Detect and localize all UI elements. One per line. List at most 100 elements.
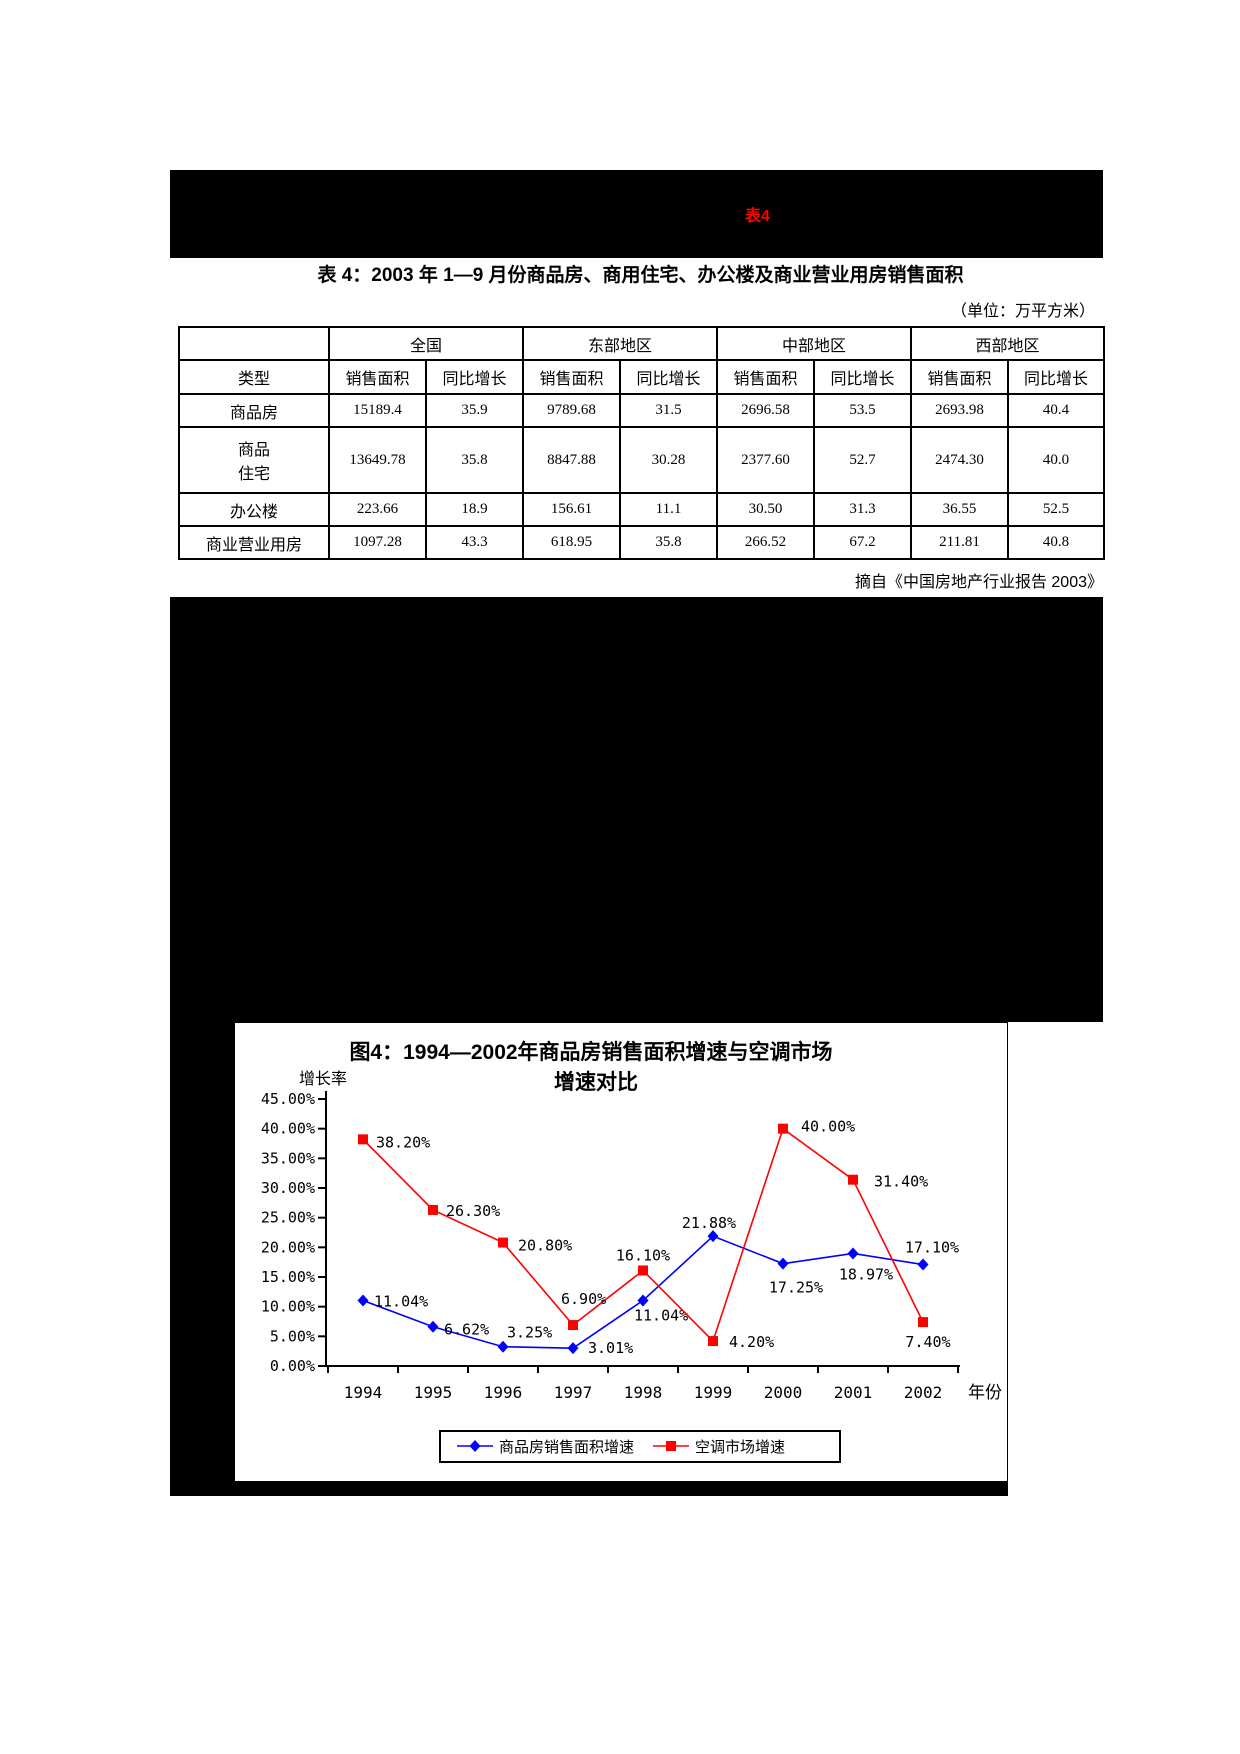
data-label: 20.80% [518, 1237, 572, 1255]
metric-header: 销售面积 [716, 359, 815, 395]
diamond-marker [427, 1320, 439, 1333]
unit-note: （单位：万平方米） [950, 303, 1095, 320]
table-cell: 618.95 [522, 525, 621, 560]
x-tick-label: 1997 [554, 1383, 593, 1402]
table-cell: 2474.30 [910, 426, 1009, 494]
legend-diamond-marker [469, 1440, 481, 1452]
table-cell: 40.8 [1007, 525, 1105, 560]
data-label: 18.97% [839, 1265, 893, 1283]
row-type-cell: 办公楼 [178, 492, 330, 527]
data-label: 17.10% [905, 1239, 959, 1257]
x-tick-label: 1999 [694, 1383, 733, 1402]
diamond-marker [917, 1258, 929, 1271]
data-label: 6.62% [444, 1321, 489, 1339]
region-header-central: 中部地区 [716, 326, 912, 361]
square-marker [638, 1265, 648, 1276]
data-label: 21.88% [682, 1214, 736, 1232]
metric-header: 同比增长 [425, 359, 524, 395]
diamond-marker [707, 1230, 719, 1243]
data-label: 7.40% [905, 1333, 950, 1351]
table-cell: 2693.98 [910, 393, 1009, 428]
table-cell: 35.8 [425, 426, 524, 494]
y-tick-label: 45.00% [261, 1090, 315, 1108]
data-label: 31.40% [874, 1173, 928, 1191]
square-marker [568, 1320, 578, 1331]
table-cell: 40.4 [1007, 393, 1105, 428]
table-cell: 15189.4 [328, 393, 427, 428]
figure4-chart: 图4：1994—2002年商品房销售面积增速与空调市场增速对比 增长率 45.00%… [234, 1022, 1008, 1482]
x-tick-label: 1995 [414, 1383, 453, 1402]
chart-title-line1: 图4：1994—2002年商品房销售面积增速与空调市场 [349, 1040, 832, 1064]
square-marker [498, 1237, 508, 1248]
table-cell: 53.5 [813, 393, 912, 428]
y-tick-label: 20.00% [261, 1238, 315, 1256]
table-cell: 35.9 [425, 393, 524, 428]
table-cell: 31.3 [813, 492, 912, 527]
row-type-cell: 商品 住宅 [178, 426, 330, 494]
square-marker [358, 1134, 368, 1145]
table-cell: 13649.78 [328, 426, 427, 494]
corner-cell [178, 326, 330, 361]
table-cell: 31.5 [619, 393, 718, 428]
data-label: 3.25% [507, 1324, 552, 1342]
data-label: 17.25% [769, 1279, 823, 1297]
row-type-cell: 商品房 [178, 393, 330, 428]
y-tick-label: 40.00% [261, 1120, 315, 1138]
square-marker [778, 1123, 788, 1134]
region-header-national: 全国 [328, 326, 524, 361]
metric-header: 销售面积 [910, 359, 1009, 395]
chart-title-line2: 增速对比 [554, 1070, 638, 1094]
banner-table-ref-label: 表4 [745, 208, 770, 225]
y-tick-label: 15.00% [261, 1268, 315, 1286]
diamond-marker [497, 1340, 509, 1353]
data-label: 11.04% [374, 1292, 428, 1310]
table-cell: 18.9 [425, 492, 524, 527]
table-cell: 67.2 [813, 525, 912, 560]
x-tick-label: 1996 [484, 1383, 523, 1402]
data-label: 11.04% [634, 1306, 688, 1324]
table-cell: 9789.68 [522, 393, 621, 428]
square-marker [428, 1204, 438, 1215]
x-tick-label: 1998 [624, 1383, 663, 1402]
region-header-row: 全国 东部地区 中部地区 西部地区 [178, 326, 1105, 361]
table-cell: 211.81 [910, 525, 1009, 560]
y-tick-label: 0.00% [270, 1357, 315, 1375]
top-black-banner: 表4 [170, 170, 1103, 258]
metric-header: 同比增长 [1007, 359, 1105, 395]
table-cell: 1097.28 [328, 525, 427, 560]
table-cell: 156.61 [522, 492, 621, 527]
y-tick-label: 35.00% [261, 1149, 315, 1167]
region-header-west: 西部地区 [910, 326, 1105, 361]
diamond-marker [357, 1294, 369, 1307]
diamond-marker [567, 1342, 579, 1355]
y-axis-label: 增长率 [299, 1070, 347, 1088]
data-label: 6.90% [561, 1290, 606, 1308]
table-cell: 52.5 [1007, 492, 1105, 527]
square-marker [918, 1317, 928, 1328]
table-row: 商品房 15189.4 35.9 9789.68 31.5 2696.58 53.5 2693… [178, 393, 1105, 428]
legend-box [439, 1430, 841, 1463]
table-cell: 11.1 [619, 492, 718, 527]
type-header: 类型 [178, 359, 330, 395]
table-row: 商业营业用房 1097.28 43.3 618.95 35.8 266.52 67.2 211… [178, 525, 1105, 560]
black-redacted-block [170, 597, 1103, 1022]
black-bottom-strip [170, 1482, 1008, 1496]
table-cell: 30.28 [619, 426, 718, 494]
diamond-marker [777, 1257, 789, 1270]
table-cell: 43.3 [425, 525, 524, 560]
legend-square-marker [666, 1441, 676, 1451]
table-cell: 30.50 [716, 492, 815, 527]
source-citation: 摘自《中国房地产行业报告 2003》 [854, 574, 1103, 591]
metric-header: 同比增长 [813, 359, 912, 395]
table-cell: 36.55 [910, 492, 1009, 527]
black-left-strip [170, 1022, 234, 1496]
data-label: 16.10% [616, 1246, 670, 1264]
table-cell: 223.66 [328, 492, 427, 527]
table-cell: 40.0 [1007, 426, 1105, 494]
table-cell: 2377.60 [716, 426, 815, 494]
table-row: 商品 住宅 13649.78 35.8 8847.88 30.28 2377.60 52.7… [178, 426, 1105, 494]
table-row: 办公楼 223.66 18.9 156.61 11.1 30.50 31.3 36.55 52.… [178, 492, 1105, 527]
table-cell: 35.8 [619, 525, 718, 560]
x-axis-label: 年份 [968, 1383, 1002, 1402]
